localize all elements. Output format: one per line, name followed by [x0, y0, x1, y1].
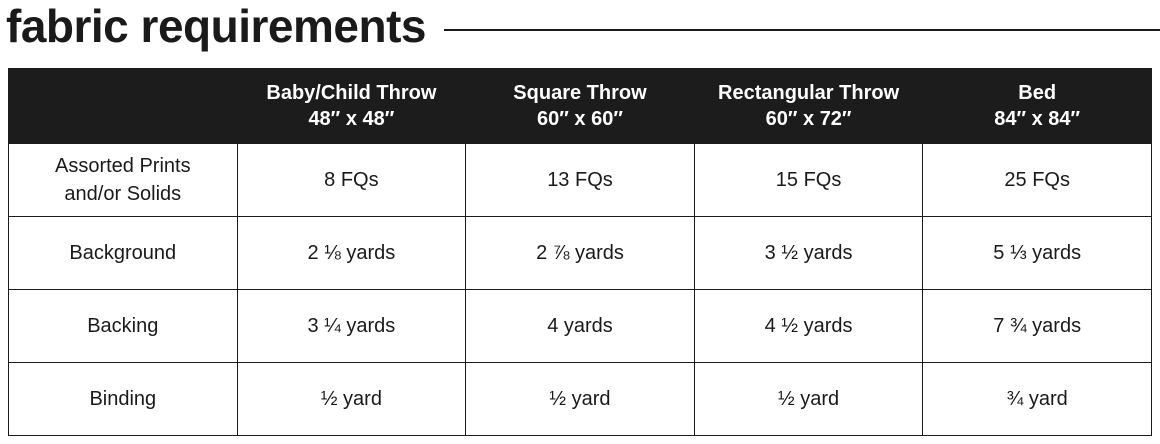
table-row: Backing 3 ¼ yards 4 yards 4 ½ yards 7 ¾ yard… — [8, 289, 1152, 363]
column-size: 60″ x 60″ — [537, 108, 623, 130]
cell: ½ yard — [236, 362, 467, 436]
table-body: Assorted Prints and/or Solids 8 FQs 13 FQs… — [8, 143, 1152, 436]
cell: ½ yard — [465, 362, 695, 436]
cell: ¾ yard — [922, 362, 1152, 436]
column-size: 60″ x 72″ — [765, 108, 852, 130]
column-name: Square Throw — [513, 82, 647, 104]
table-row: Background 2 ⅛ yards 2 ⅞ yards 3 ½ yards 5 ⅓… — [8, 216, 1152, 290]
row-label: Assorted Prints and/or Solids — [8, 143, 238, 217]
column-name: Bed — [1018, 82, 1057, 104]
table-head: Baby/Child Throw 48″ x 48″ Square Throw 60″… — [8, 68, 1152, 144]
cell: 2 ⅞ yards — [465, 216, 695, 290]
column-header: Baby/Child Throw 48″ x 48″ — [236, 68, 467, 144]
cell: 5 ⅓ yards — [922, 216, 1152, 290]
column-header: Bed 84″ x 84″ — [922, 68, 1152, 144]
cell: ½ yard — [693, 362, 924, 436]
column-size: 48″ x 48″ — [308, 108, 395, 130]
column-header: Rectangular Throw 60″ x 72″ — [693, 68, 924, 144]
title-rule — [444, 29, 1160, 31]
table-row: Binding ½ yard ½ yard ½ yard ¾ yard — [8, 362, 1152, 436]
row-label: Backing — [8, 289, 238, 363]
row-label: Background — [8, 216, 238, 290]
cell: 8 FQs — [236, 143, 467, 217]
cell: 7 ¾ yards — [922, 289, 1152, 363]
header-row: Baby/Child Throw 48″ x 48″ Square Throw 60″… — [8, 68, 1152, 144]
column-name: Rectangular Throw — [718, 82, 900, 104]
fabric-table: Baby/Child Throw 48″ x 48″ Square Throw 60″… — [8, 68, 1152, 436]
cell: 25 FQs — [922, 143, 1152, 217]
cell: 3 ½ yards — [693, 216, 924, 290]
cell: 4 ½ yards — [693, 289, 924, 363]
cell: 13 FQs — [465, 143, 695, 217]
table-row: Assorted Prints and/or Solids 8 FQs 13 FQs… — [8, 143, 1152, 217]
cell: 15 FQs — [693, 143, 924, 217]
corner-cell — [8, 68, 238, 144]
row-label: Binding — [8, 362, 238, 436]
column-size: 84″ x 84″ — [994, 108, 1081, 130]
column-header: Square Throw 60″ x 60″ — [465, 68, 695, 144]
cell: 3 ¼ yards — [236, 289, 467, 363]
title: fabric requirements — [6, 0, 426, 52]
cell: 4 yards — [465, 289, 695, 363]
column-name: Baby/Child Throw — [266, 82, 437, 104]
cell: 2 ⅛ yards — [236, 216, 467, 290]
